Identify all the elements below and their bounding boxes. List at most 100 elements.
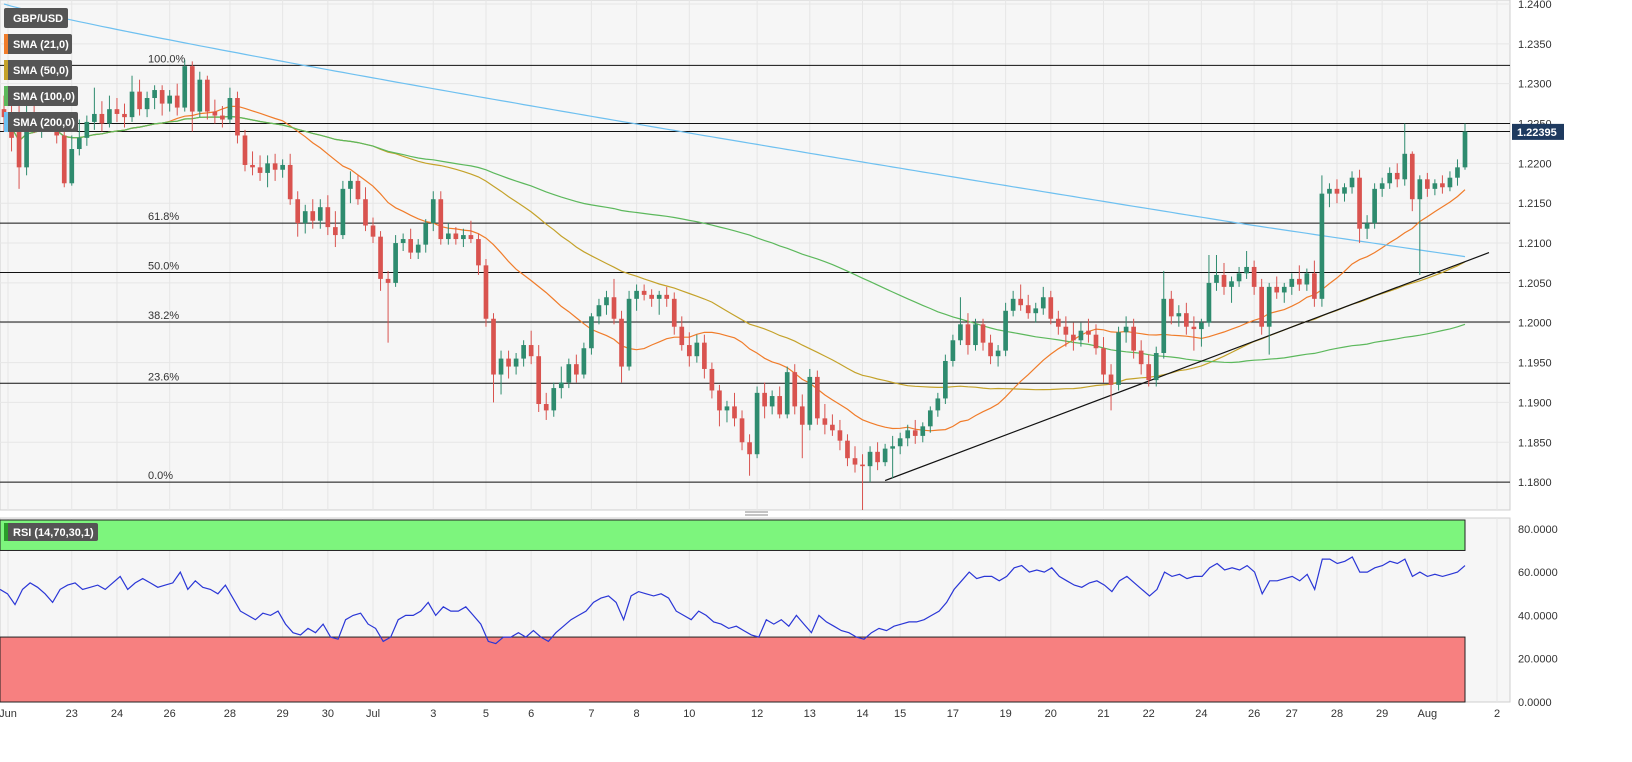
candle-down: [310, 211, 316, 221]
legend-item[interactable]: [4, 60, 72, 80]
candle-down: [212, 111, 218, 116]
price-pane[interactable]: 1.24001.23501.23001.22501.22001.21501.21…: [0, 0, 1564, 516]
candle-up: [400, 239, 406, 244]
sma-200-line: [3, 3, 1466, 258]
candle-up: [1153, 353, 1159, 381]
candle-down: [830, 424, 835, 431]
candle-down: [1184, 313, 1189, 327]
candle-up: [69, 149, 75, 184]
candle-down: [732, 406, 737, 419]
candle-up: [604, 297, 609, 306]
candle-down: [272, 163, 278, 170]
legend-item[interactable]: [4, 34, 72, 54]
y-tick-label: 1.2200: [1518, 158, 1552, 170]
candle-down: [220, 115, 225, 120]
candle-up: [1161, 298, 1167, 354]
x-tick-label: 29: [1376, 708, 1388, 720]
candle-up: [1304, 273, 1310, 285]
legend-item[interactable]: [4, 8, 68, 28]
candle-down: [1425, 179, 1430, 189]
candle-down: [815, 376, 820, 419]
candle-up: [1206, 282, 1212, 323]
y-tick-label: 1.2400: [1518, 0, 1552, 11]
candle-down: [536, 356, 542, 405]
x-tick-label: 8: [634, 708, 640, 720]
candle-down: [792, 372, 798, 407]
candle-up: [1402, 153, 1408, 180]
candle-up: [1116, 332, 1121, 385]
candle-down: [1394, 172, 1400, 180]
legend-label: SMA (50,0): [13, 65, 69, 77]
candle-down: [1259, 286, 1264, 327]
candle-down: [965, 324, 971, 346]
candle-up: [1199, 322, 1204, 330]
candle-up: [415, 244, 421, 253]
rsi-label: RSI (14,70,30,1): [13, 527, 94, 539]
candle-up: [445, 233, 451, 240]
sma-100-line: [3, 115, 1466, 364]
x-tick-label: 27: [1286, 708, 1298, 720]
candle-down: [468, 235, 474, 240]
candle-down: [1274, 286, 1280, 293]
last-price-value: 1.22395: [1517, 127, 1557, 139]
candle-down: [242, 135, 248, 165]
fib-level-label: 50.0%: [148, 261, 179, 273]
x-tick-label: 14: [856, 708, 868, 720]
y-tick-label: 1.2150: [1518, 198, 1552, 210]
fib-level-label: 100.0%: [148, 53, 186, 65]
candle-up: [144, 98, 150, 110]
candle-down: [1221, 274, 1227, 287]
sma-21-line: [3, 105, 1466, 432]
candle-up: [551, 388, 557, 411]
candle-down: [777, 396, 783, 415]
legend-swatch: [4, 60, 8, 80]
candle-up: [1266, 286, 1272, 327]
candle-down: [491, 318, 496, 375]
candle-up: [1078, 330, 1084, 341]
candle-down: [611, 297, 617, 319]
rsi-y-tick-label: 20.0000: [1518, 654, 1558, 666]
candle-down: [159, 90, 165, 104]
candle-down: [438, 199, 444, 240]
y-tick-label: 1.2100: [1518, 238, 1552, 250]
candle-up: [724, 406, 730, 411]
candle-up: [167, 95, 173, 104]
candle-down: [333, 227, 338, 236]
legend-label: SMA (200,0): [13, 117, 75, 129]
candle-down: [1409, 153, 1415, 200]
y-tick-label: 1.2000: [1518, 318, 1552, 330]
rsi-pane[interactable]: 80.0000 60.0000 40.0000 20.0000 0.0000 RSI (1…: [0, 517, 1558, 709]
x-tick-label: 21: [1097, 708, 1109, 720]
candle-down: [295, 199, 301, 224]
candle-up: [513, 358, 519, 367]
candle-up: [76, 137, 82, 150]
rsi-y-tick-label: 0.0000: [1518, 697, 1552, 709]
trendline: [884, 252, 1490, 482]
candle-up: [1417, 179, 1423, 200]
candle-down: [912, 430, 918, 436]
x-tick-label: 28: [1331, 708, 1343, 720]
candle-down: [1131, 326, 1136, 351]
candle-up: [1364, 223, 1370, 229]
candle-down: [739, 418, 745, 443]
candle-up: [784, 372, 790, 415]
candle-up: [498, 358, 504, 375]
candle-up: [897, 438, 903, 447]
rsi-oversold-zone: [0, 636, 1466, 703]
candle-down: [717, 390, 722, 411]
candle-up: [867, 451, 873, 467]
candle-down: [860, 464, 865, 467]
candle-up: [1432, 183, 1438, 189]
candle-up: [1319, 193, 1325, 299]
candle-up: [1462, 131, 1468, 168]
candle-up: [265, 163, 270, 173]
x-tick-label: 10: [683, 708, 695, 720]
x-tick-label: 19: [999, 708, 1011, 720]
candle-up: [995, 350, 1001, 357]
legend-item[interactable]: [4, 112, 78, 132]
candle-down: [114, 109, 120, 114]
x-tick-label: 26: [164, 708, 176, 720]
legend-item[interactable]: [4, 86, 78, 106]
candle-down: [709, 368, 715, 391]
candle-up: [1176, 313, 1182, 317]
